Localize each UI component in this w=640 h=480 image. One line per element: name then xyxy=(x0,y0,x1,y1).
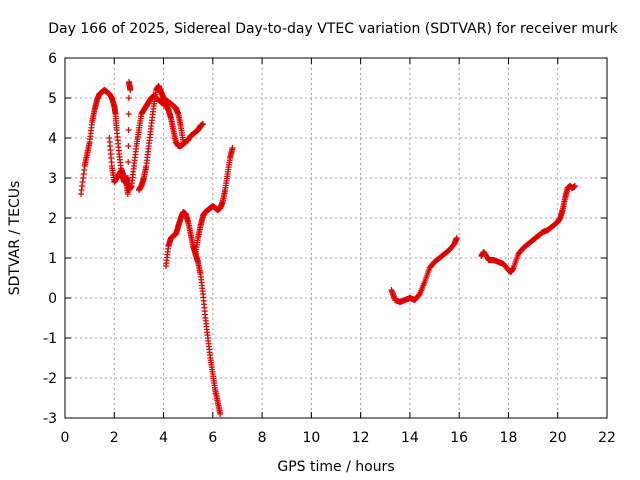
y-tick-label: 1 xyxy=(48,251,57,267)
y-tick-label: 2 xyxy=(48,211,57,227)
y-tick-label: 4 xyxy=(48,131,57,147)
y-tick-label: -1 xyxy=(43,331,57,347)
data-point xyxy=(125,95,132,101)
data-point xyxy=(125,143,132,149)
series-sat-g xyxy=(478,183,578,275)
x-tick-label: 12 xyxy=(352,430,370,446)
x-tick-label: 22 xyxy=(598,430,616,446)
series-sat-d xyxy=(163,209,224,417)
data-point xyxy=(125,159,132,165)
x-tick-label: 4 xyxy=(159,430,168,446)
plot-frame xyxy=(64,57,608,419)
x-axis-label: GPS time / hours xyxy=(277,459,394,475)
data-point xyxy=(124,175,131,181)
data-point xyxy=(571,183,578,189)
data-points xyxy=(78,79,578,417)
y-tick-label: -2 xyxy=(43,371,57,387)
axis-ticks xyxy=(64,57,608,419)
y-tick-label: 0 xyxy=(48,291,57,307)
data-point xyxy=(453,235,460,241)
x-tick-label: 8 xyxy=(258,430,267,446)
x-tick-label: 18 xyxy=(500,430,518,446)
x-tick-label: 2 xyxy=(110,430,119,446)
x-tick-labels: 0 2 4 6 8 10 12 14 16 18 20 22 xyxy=(61,430,616,446)
data-point xyxy=(217,411,224,417)
y-axis-label: SDTVAR / TECUs xyxy=(7,181,23,296)
series-sat-b xyxy=(106,79,134,197)
gridlines xyxy=(65,58,607,418)
data-point xyxy=(125,111,132,117)
x-tick-label: 20 xyxy=(549,430,567,446)
y-tick-labels: -3 -2 -1 0 1 2 3 4 5 6 xyxy=(43,51,57,427)
data-point xyxy=(125,127,132,133)
x-tick-label: 0 xyxy=(61,430,70,446)
x-tick-label: 16 xyxy=(450,430,468,446)
x-tick-label: 14 xyxy=(401,430,419,446)
data-point xyxy=(127,87,134,93)
series-sat-e xyxy=(192,145,236,257)
series-sat-a xyxy=(78,87,206,197)
y-tick-label: -3 xyxy=(43,411,57,427)
y-tick-label: 6 xyxy=(48,51,57,67)
y-tick-label: 5 xyxy=(48,91,57,107)
data-point xyxy=(180,139,187,145)
y-tick-label: 3 xyxy=(48,171,57,187)
series-sat-f xyxy=(388,235,460,305)
data-point xyxy=(229,145,236,151)
chart-title: Day 166 of 2025, Sidereal Day-to-day VTE… xyxy=(48,21,618,37)
x-tick-label: 6 xyxy=(208,430,217,446)
data-point xyxy=(199,121,206,127)
x-tick-label: 10 xyxy=(302,430,320,446)
series-sat-c xyxy=(135,83,187,193)
data-point xyxy=(124,191,131,197)
